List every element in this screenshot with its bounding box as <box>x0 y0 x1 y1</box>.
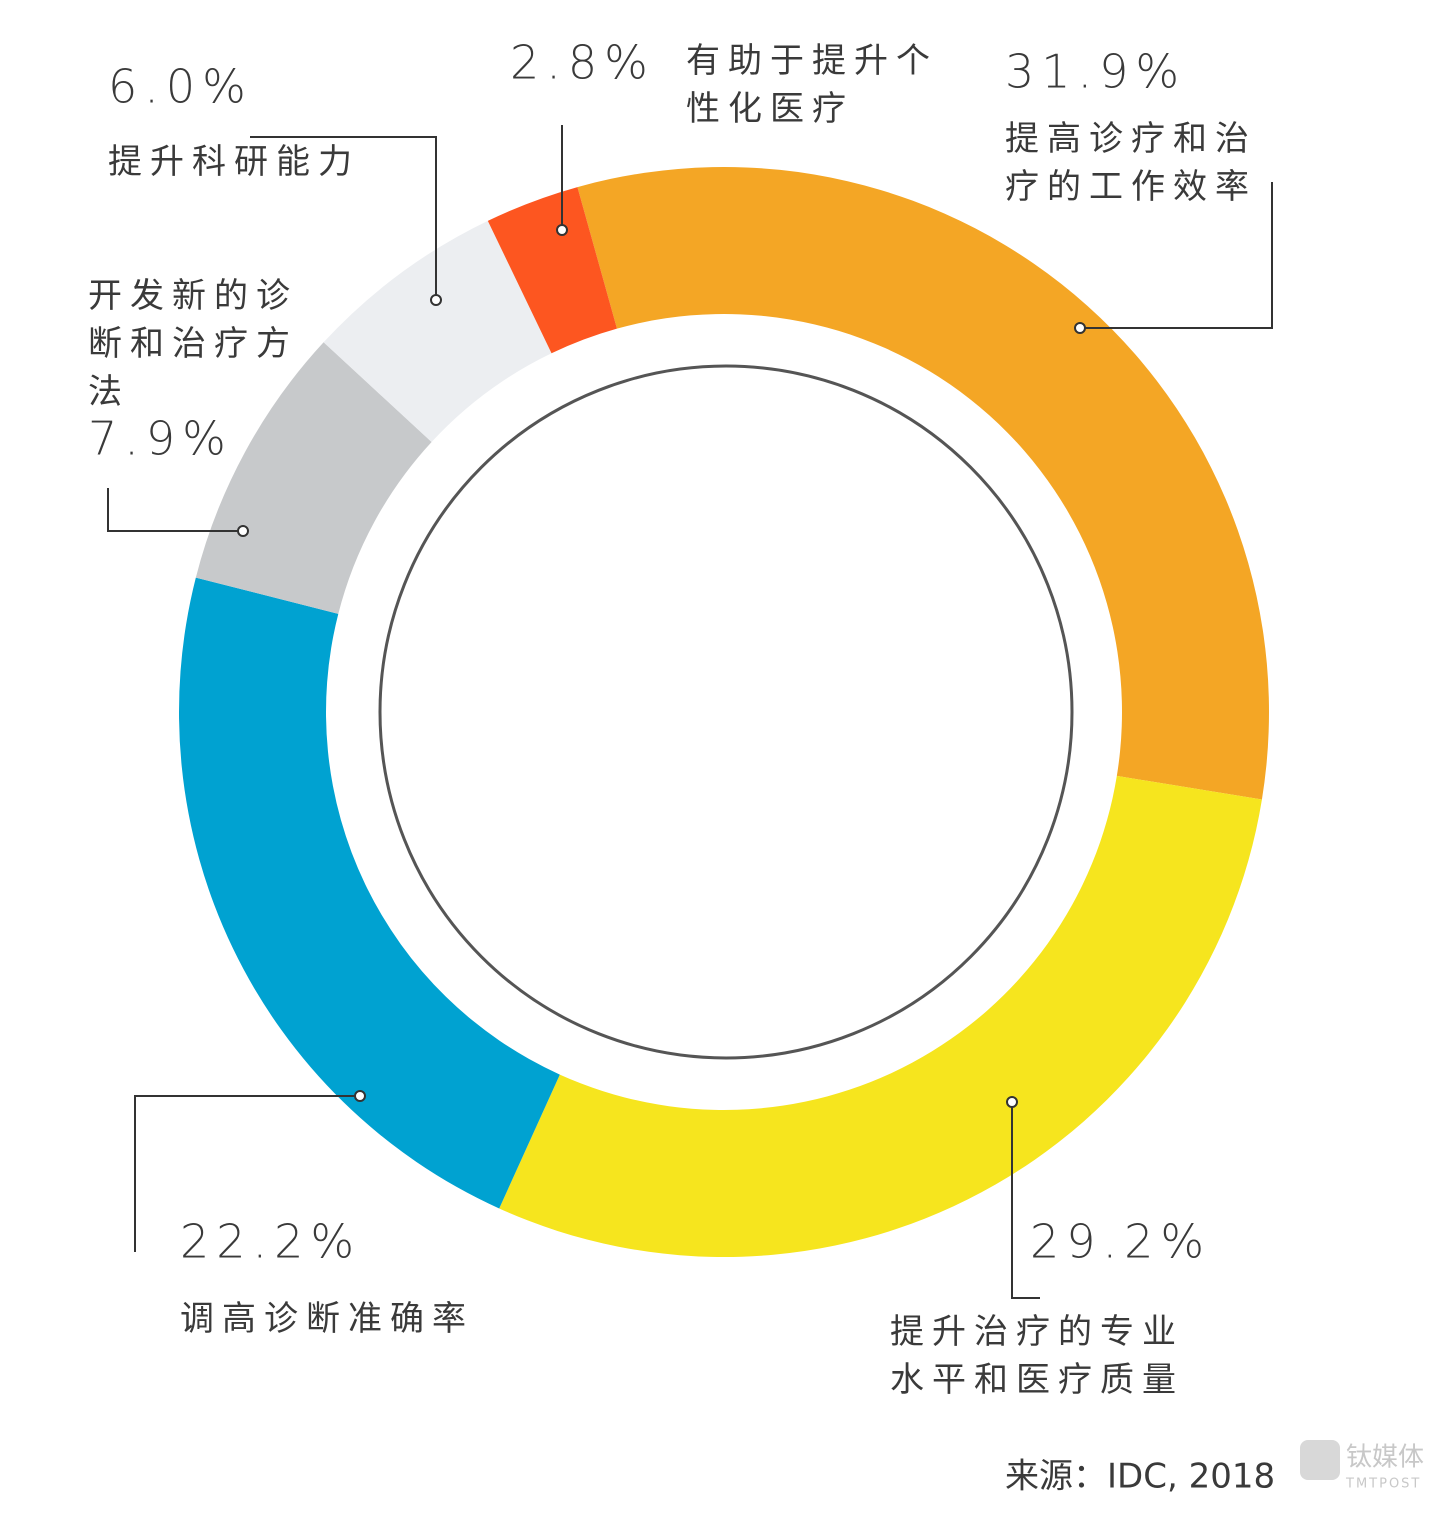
value-label: 31.9% <box>1005 45 1186 99</box>
category-label: 有助于提升个性化医疗 <box>686 41 938 129</box>
segments <box>178 166 1270 1258</box>
leader-dot <box>1006 1096 1018 1108</box>
watermark-icon <box>1300 1440 1340 1480</box>
segment <box>323 220 552 442</box>
leader-line <box>1080 182 1273 329</box>
value-label: 22.2% <box>180 1215 361 1269</box>
source: 来源：IDC, 2018 <box>1005 1457 1275 1497</box>
leader-line <box>107 488 243 532</box>
leader-dot <box>237 525 249 537</box>
segment <box>487 187 617 354</box>
value-label: 2.8% <box>510 36 655 90</box>
value-label: 29.2% <box>1030 1215 1211 1269</box>
inner-ring <box>378 364 1074 1060</box>
category-label: 提升科研能力 <box>108 142 360 182</box>
leader-dot <box>354 1090 366 1102</box>
category-label: 提升治疗的专业水平和医疗质量 <box>890 1312 1184 1400</box>
leader-line <box>250 136 437 300</box>
leader-dot <box>1074 322 1086 334</box>
value-label: 6.0% <box>108 60 253 114</box>
leader-line <box>1011 1102 1040 1299</box>
watermark: 钛媒体 <box>1346 1443 1424 1473</box>
category-label: 调高诊断准确率 <box>180 1299 474 1339</box>
watermark-sub: TMTPOST <box>1345 1477 1421 1492</box>
leader-dot <box>430 294 442 306</box>
category-label: 提高诊疗和治疗的工作效率 <box>1005 119 1257 207</box>
segment <box>178 577 560 1209</box>
leader-dot <box>556 224 568 236</box>
value-label: 7.9% <box>88 412 233 466</box>
segment <box>195 342 432 614</box>
category-label: 开发新的诊断和治疗方法 <box>88 276 298 412</box>
segment <box>499 775 1262 1258</box>
leader-line <box>134 1095 360 1252</box>
segment <box>577 166 1270 800</box>
